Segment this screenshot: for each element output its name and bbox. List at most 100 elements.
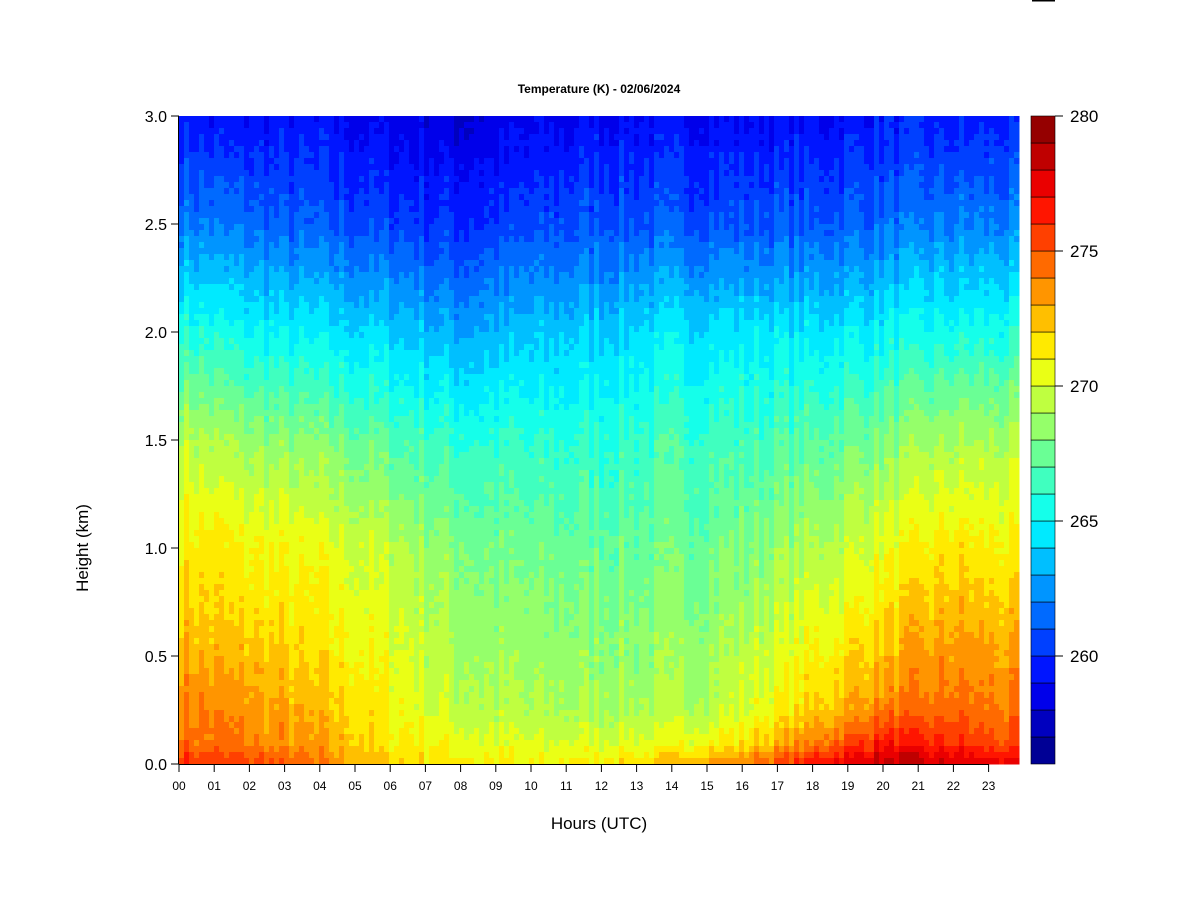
heatmap-cell — [264, 434, 270, 441]
heatmap-cell — [299, 500, 305, 507]
heatmap-cell — [184, 680, 190, 687]
heatmap-cell — [364, 692, 370, 699]
heatmap-cell — [349, 170, 355, 177]
heatmap-cell — [354, 440, 360, 447]
heatmap-cell — [214, 752, 220, 759]
heatmap-cell — [204, 668, 210, 675]
heatmap-cell — [304, 212, 310, 219]
heatmap-cell — [294, 278, 300, 285]
heatmap-cell — [294, 422, 300, 429]
heatmap-cell — [224, 134, 230, 141]
heatmap-cell — [279, 320, 285, 327]
heatmap-cell — [369, 302, 375, 309]
heatmap-cell — [374, 188, 380, 195]
heatmap-cell — [404, 668, 410, 675]
heatmap-cell — [234, 596, 240, 603]
heatmap-cell — [204, 152, 210, 159]
heatmap-cell — [379, 170, 385, 177]
heatmap-cell — [374, 176, 380, 183]
heatmap-cell — [329, 728, 335, 735]
heatmap-cell — [189, 176, 195, 183]
heatmap-cell — [269, 674, 275, 681]
heatmap-cell — [384, 188, 390, 195]
heatmap-cell — [279, 386, 285, 393]
heatmap-cell — [399, 278, 405, 285]
heatmap-cell — [354, 206, 360, 213]
heatmap-cell — [294, 530, 300, 537]
heatmap-cell — [304, 668, 310, 675]
heatmap-cell — [284, 614, 290, 621]
heatmap-cell — [244, 500, 250, 507]
heatmap-cell — [264, 464, 270, 471]
heatmap-cell — [219, 140, 225, 147]
heatmap-cell — [404, 674, 410, 681]
heatmap-cell — [309, 428, 315, 435]
heatmap-cell — [234, 248, 240, 255]
heatmap-cell — [334, 320, 340, 327]
heatmap-cell — [314, 758, 320, 765]
heatmap-cell — [329, 464, 335, 471]
heatmap-cell — [224, 122, 230, 129]
heatmap-cell — [214, 422, 220, 429]
heatmap-cell — [289, 368, 295, 375]
heatmap-cell — [239, 518, 245, 525]
heatmap-cell — [254, 302, 260, 309]
heatmap-cell — [189, 260, 195, 267]
heatmap-cell — [214, 398, 220, 405]
heatmap-cell — [274, 242, 280, 249]
heatmap-cell — [344, 626, 350, 633]
heatmap-cell — [189, 356, 195, 363]
heatmap-cell — [264, 182, 270, 189]
heatmap-cell — [284, 620, 290, 627]
heatmap-cell — [309, 386, 315, 393]
heatmap-cell — [254, 542, 260, 549]
heatmap-cell — [339, 188, 345, 195]
heatmap-cell — [199, 548, 205, 555]
heatmap-cell — [284, 584, 290, 591]
heatmap-cell — [394, 626, 400, 633]
heatmap-cell — [404, 182, 410, 189]
heatmap-cell — [334, 170, 340, 177]
heatmap-cell — [329, 116, 335, 123]
heatmap-cell — [284, 680, 290, 687]
heatmap-cell — [254, 494, 260, 501]
heatmap-cell — [344, 224, 350, 231]
heatmap-cell — [199, 302, 205, 309]
heatmap-cell — [274, 590, 280, 597]
heatmap-cell — [179, 566, 185, 573]
heatmap-cell — [354, 404, 360, 411]
heatmap-cell — [369, 368, 375, 375]
heatmap-cell — [239, 524, 245, 531]
heatmap-cell — [349, 230, 355, 237]
heatmap-cell — [314, 122, 320, 129]
heatmap-cell — [324, 308, 330, 315]
heatmap-cell — [409, 236, 415, 243]
heatmap-cell — [329, 278, 335, 285]
heatmap-cell — [239, 392, 245, 399]
heatmap-cell — [179, 674, 185, 681]
heatmap-cell — [279, 464, 285, 471]
heatmap-cell — [219, 152, 225, 159]
heatmap-cell — [324, 152, 330, 159]
heatmap-cell — [379, 332, 385, 339]
heatmap-cell — [229, 206, 235, 213]
heatmap-cell — [279, 248, 285, 255]
heatmap-cell — [369, 410, 375, 417]
heatmap-cell — [209, 638, 215, 645]
heatmap-cell — [224, 620, 230, 627]
heatmap-cell — [294, 380, 300, 387]
heatmap-cell — [289, 374, 295, 381]
heatmap-cell — [194, 446, 200, 453]
heatmap-cell — [349, 386, 355, 393]
heatmap-cell — [209, 554, 215, 561]
heatmap-cell — [194, 698, 200, 705]
heatmap-cell — [254, 308, 260, 315]
heatmap-cell — [244, 524, 250, 531]
heatmap-cell — [344, 314, 350, 321]
heatmap-cell — [189, 350, 195, 357]
heatmap-cell — [229, 194, 235, 201]
heatmap-cell — [224, 116, 230, 123]
heatmap-cell — [244, 746, 250, 753]
heatmap-cell — [224, 470, 230, 477]
heatmap-cell — [399, 254, 405, 261]
